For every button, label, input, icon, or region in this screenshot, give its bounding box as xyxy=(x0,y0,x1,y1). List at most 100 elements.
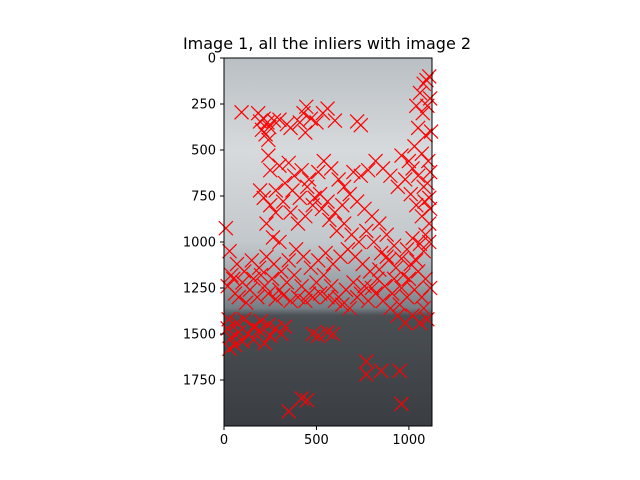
data-point-marker xyxy=(262,162,278,178)
data-point-marker xyxy=(314,201,330,217)
data-point-marker xyxy=(259,249,274,265)
data-point-marker xyxy=(371,262,387,278)
data-point-marker xyxy=(325,256,341,272)
data-point-marker xyxy=(229,315,245,331)
data-point-marker xyxy=(259,216,274,232)
data-point-marker xyxy=(408,98,424,114)
data-point-marker xyxy=(264,271,280,287)
data-point-marker xyxy=(417,194,433,209)
data-point-marker xyxy=(290,216,306,232)
data-point-marker xyxy=(419,72,434,88)
data-point-marker xyxy=(323,278,339,294)
data-point-marker xyxy=(268,291,284,307)
data-point-marker xyxy=(288,241,304,257)
data-point-marker xyxy=(405,230,421,246)
data-point-marker xyxy=(386,238,402,254)
data-point-marker xyxy=(421,234,437,250)
data-point-marker xyxy=(257,335,273,351)
data-point-marker xyxy=(394,148,409,163)
data-point-marker xyxy=(277,319,293,335)
data-point-marker xyxy=(310,164,326,180)
data-point-marker xyxy=(379,249,395,265)
data-point-marker xyxy=(281,155,297,171)
data-point-marker xyxy=(412,315,428,331)
y-tick-label: 500 xyxy=(191,144,216,159)
data-point-marker xyxy=(266,113,282,128)
data-point-marker xyxy=(342,300,358,316)
data-point-marker xyxy=(286,168,302,184)
data-point-marker xyxy=(292,190,308,206)
data-point-marker xyxy=(218,220,234,236)
x-tick-label: 0 xyxy=(220,433,228,448)
data-point-marker xyxy=(310,328,326,344)
data-point-marker xyxy=(236,311,252,327)
data-point-marker xyxy=(401,153,417,169)
data-point-marker xyxy=(260,148,276,163)
axes-border xyxy=(223,57,433,427)
data-point-marker xyxy=(231,289,247,305)
data-point-marker xyxy=(421,68,437,84)
data-point-marker xyxy=(349,289,365,305)
data-point-marker xyxy=(244,252,260,268)
data-point-marker xyxy=(422,164,438,180)
data-point-marker xyxy=(366,234,382,250)
data-point-marker xyxy=(275,287,291,303)
data-point-marker xyxy=(262,197,278,213)
data-point-marker xyxy=(336,179,352,195)
y-tick-label: 1250 xyxy=(183,282,216,297)
data-point-marker xyxy=(410,168,426,184)
data-point-marker xyxy=(382,168,398,184)
data-point-marker xyxy=(353,117,369,133)
y-tick-label: 750 xyxy=(191,190,216,205)
data-point-marker xyxy=(297,293,313,309)
data-point-marker xyxy=(327,293,343,309)
data-point-marker xyxy=(327,113,343,128)
data-point-marker xyxy=(268,183,284,198)
data-point-marker xyxy=(351,234,367,250)
data-point-marker xyxy=(345,275,361,290)
data-point-marker xyxy=(392,363,408,379)
data-point-marker xyxy=(286,267,302,283)
data-point-marker xyxy=(345,164,361,180)
data-point-marker xyxy=(358,367,374,382)
data-point-marker xyxy=(360,162,376,178)
data-point-marker xyxy=(353,168,369,184)
data-point-marker xyxy=(418,227,433,243)
data-point-marker xyxy=(294,390,310,406)
data-point-marker xyxy=(358,223,374,239)
data-point-marker xyxy=(223,267,239,283)
data-point-marker xyxy=(260,132,276,148)
data-point-marker xyxy=(364,280,380,296)
x-tick-label: 1000 xyxy=(392,433,425,448)
data-point-marker xyxy=(412,85,428,101)
data-point-marker xyxy=(283,205,298,220)
data-point-marker xyxy=(316,267,332,283)
photo-area xyxy=(224,58,432,426)
data-point-marker xyxy=(225,271,241,287)
data-point-marker xyxy=(379,227,395,243)
y-axis: 0 250 500 750 1000 1250 1500 1750 xyxy=(183,52,224,389)
data-point-marker xyxy=(254,122,270,138)
data-point-marker xyxy=(272,158,287,174)
data-point-marker xyxy=(394,280,409,296)
data-point-marker xyxy=(422,201,438,217)
data-point-marker xyxy=(416,76,432,92)
y-tick-label: 1500 xyxy=(183,328,216,343)
data-point-marker xyxy=(260,317,276,333)
data-point-marker xyxy=(401,271,417,287)
data-point-marker xyxy=(275,194,291,209)
data-point-marker xyxy=(273,326,289,342)
data-point-marker xyxy=(281,403,297,419)
data-point-marker xyxy=(294,162,310,178)
data-point-marker xyxy=(253,267,269,283)
data-point-marker xyxy=(222,243,237,259)
data-point-marker xyxy=(297,125,313,140)
data-point-marker xyxy=(320,101,335,117)
data-point-marker xyxy=(408,197,424,213)
data-point-marker xyxy=(414,146,430,162)
data-point-marker xyxy=(394,396,409,412)
data-point-marker xyxy=(422,91,438,106)
data-point-marker xyxy=(403,186,419,202)
data-point-marker xyxy=(253,313,269,329)
data-point-marker xyxy=(399,241,415,257)
